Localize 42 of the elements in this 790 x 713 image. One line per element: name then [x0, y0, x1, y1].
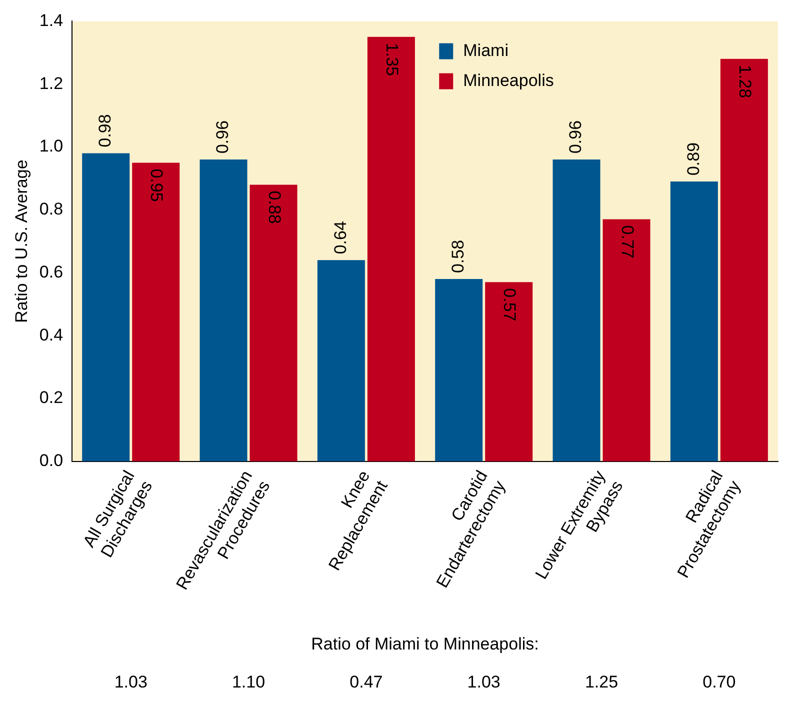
data-label: 0.88	[264, 190, 284, 224]
y-tick-label: 1.0	[39, 136, 64, 156]
bar	[720, 58, 768, 462]
data-label: 0.98	[96, 114, 115, 148]
y-tick-label: 0.6	[39, 262, 64, 282]
bar	[670, 182, 718, 462]
bar	[552, 160, 600, 462]
bar	[602, 219, 650, 462]
data-label: 1.35	[382, 42, 402, 76]
y-tick-label: 0.4	[39, 325, 64, 344]
text: 0.47	[350, 672, 383, 692]
data-label: 0.64	[330, 221, 350, 254]
data-label: 0.77	[618, 225, 637, 258]
y-tick-label: 0.8	[39, 200, 64, 219]
text: 0.70	[702, 672, 736, 692]
y-tick-label: 0.2	[39, 388, 64, 408]
text: 1.03	[467, 672, 500, 692]
text: 1.03	[114, 672, 148, 692]
data-label: 0.58	[448, 240, 468, 274]
y-tick-label: 1.4	[39, 10, 64, 30]
bar	[132, 162, 180, 462]
bar	[317, 260, 365, 462]
data-label: 0.95	[147, 168, 166, 202]
legend-label: Miami	[463, 40, 508, 60]
text: 1.25	[584, 672, 618, 692]
legend-label: Minneapolis	[463, 70, 554, 90]
bar	[435, 279, 483, 462]
data-label: 0.96	[566, 120, 586, 154]
data-label: 0.96	[213, 120, 232, 154]
data-label: 0.57	[500, 288, 520, 322]
bar	[367, 36, 415, 462]
data-label: 0.89	[684, 142, 703, 176]
bar	[200, 160, 248, 462]
data-label: 1.28	[735, 64, 754, 98]
text: 1.10	[232, 672, 266, 692]
y-axis-title: Ratio to U.S. Average	[12, 160, 31, 323]
y-tick-label: 1.2	[39, 74, 64, 93]
bar	[250, 184, 298, 462]
bar	[82, 153, 130, 462]
y-tick-label: 0.0	[39, 451, 64, 470]
bar	[485, 282, 533, 462]
text: Ratio of Miami to Minneapolis:	[311, 634, 539, 654]
